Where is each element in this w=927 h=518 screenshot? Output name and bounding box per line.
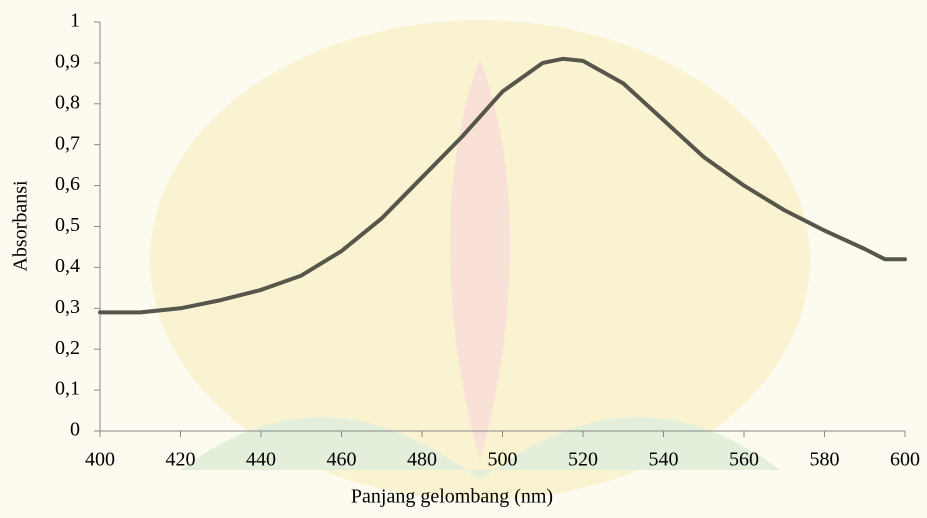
- x-tick-label: 460: [327, 449, 357, 471]
- x-axis-title: Panjang gelombang (nm): [351, 486, 553, 508]
- y-tick-label: 1: [70, 10, 80, 32]
- x-tick-label: 480: [407, 449, 437, 471]
- x-tick-label: 520: [568, 449, 598, 471]
- x-tick-label: 540: [649, 449, 679, 471]
- y-tick-label: 0,6: [55, 173, 80, 195]
- watermark: [150, 20, 810, 500]
- x-tick-label: 500: [488, 449, 518, 471]
- y-tick-label: 0,4: [55, 255, 80, 277]
- x-tick-label: 400: [85, 449, 115, 471]
- x-tick-label: 600: [890, 449, 920, 471]
- y-axis-title: Absorbansi: [10, 180, 32, 272]
- y-tick-label: 0,2: [55, 337, 80, 359]
- y-tick-label: 0,1: [55, 378, 80, 400]
- y-tick-label: 0,9: [55, 50, 80, 72]
- y-tick-label: 0,3: [55, 296, 80, 318]
- data-line: [98, 56, 907, 315]
- y-tick-label: 0,8: [55, 91, 80, 113]
- x-tick-label: 580: [810, 449, 840, 471]
- x-tick-label: 420: [166, 449, 196, 471]
- y-tick-label: 0,5: [55, 214, 80, 236]
- x-tick-label: 440: [246, 449, 276, 471]
- y-tick-label: 0,7: [55, 132, 80, 154]
- y-tick-label: 0: [70, 419, 80, 441]
- x-tick-label: 560: [729, 449, 759, 471]
